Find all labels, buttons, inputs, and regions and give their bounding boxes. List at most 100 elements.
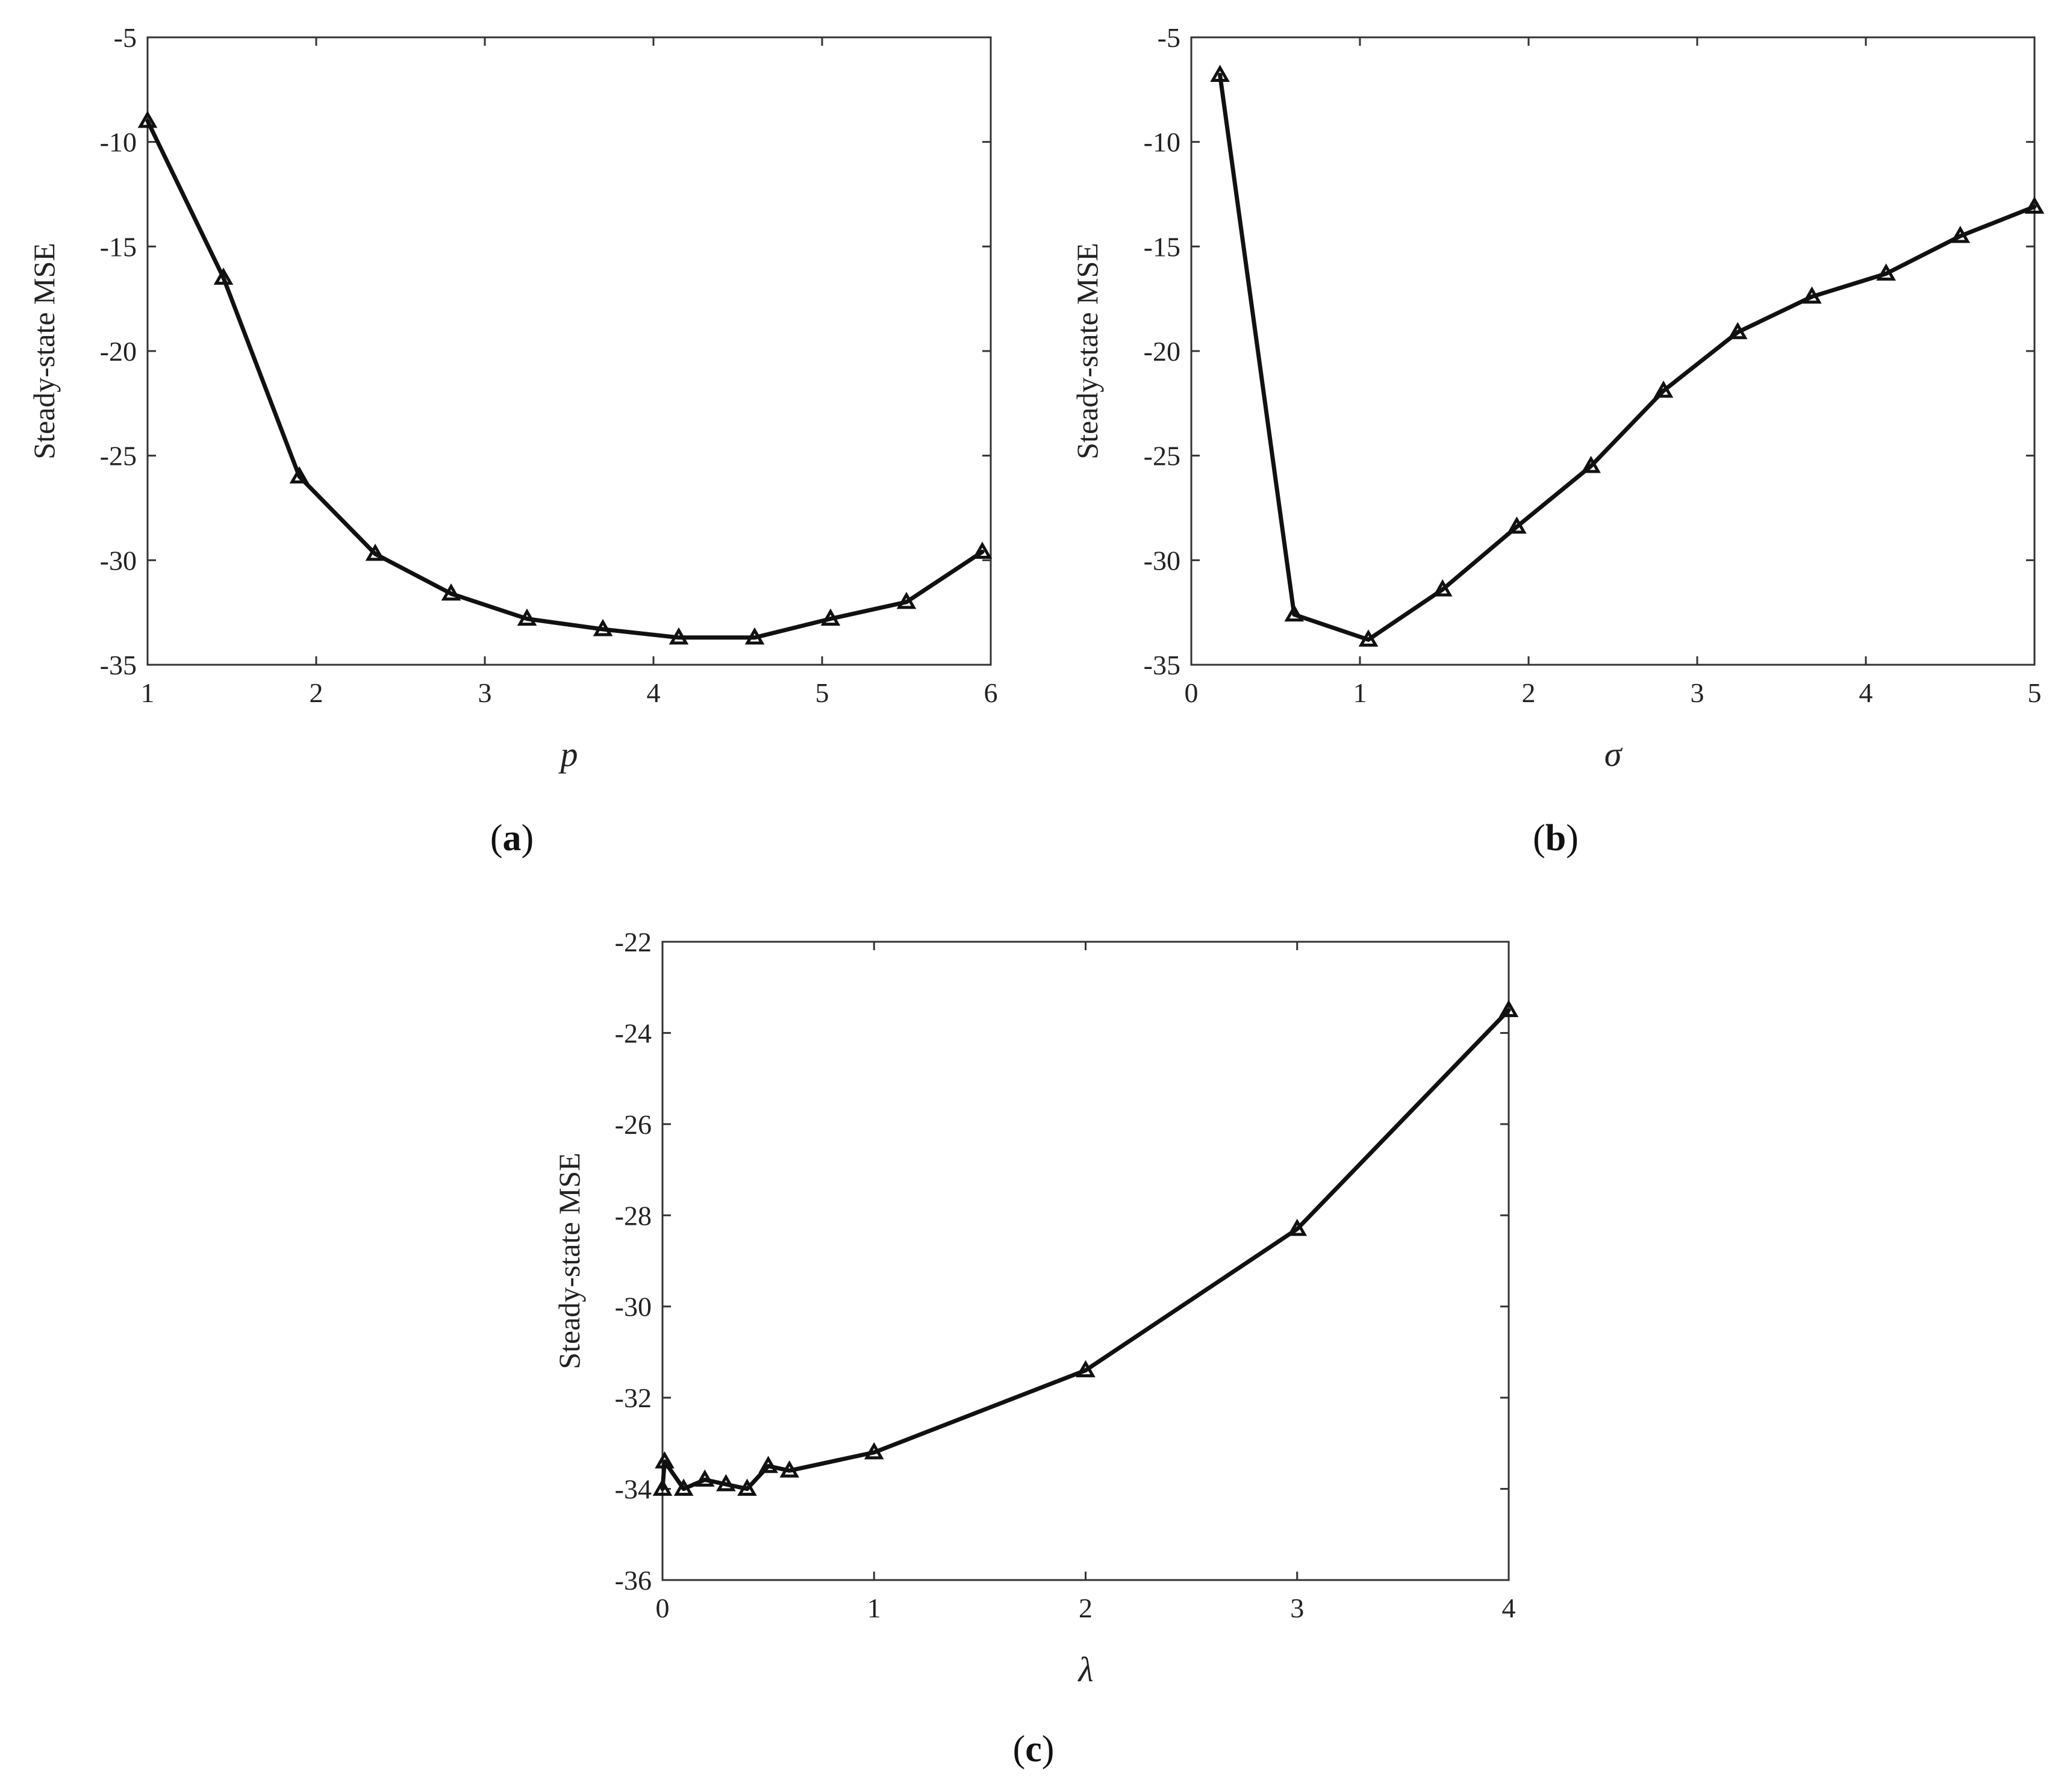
x-tick-label: 1 [867,1593,881,1623]
x-tick-label: 1 [141,677,155,708]
y-tick-label: -26 [615,1109,652,1140]
data-point-marker [365,543,385,561]
x-tick-label: 4 [1859,677,1873,708]
x-tick-label: 1 [1353,677,1367,708]
y-ticks-a: -35 -30 -25 -20 -15 -10 -5 [100,22,991,680]
y-tick-label: -28 [615,1200,652,1231]
y-tick-label: -15 [100,231,137,262]
caption-letter-c: c [1025,1729,1042,1770]
data-point-marker [896,591,917,609]
data-point-marker [655,1451,675,1469]
caption-a: (a) [490,818,534,859]
data-point-marker [1653,380,1674,398]
data-point-marker [758,1455,778,1473]
x-axis-title-c: λ [1077,1650,1093,1689]
data-point-marker [716,1473,736,1492]
series-c [652,1000,1519,1496]
data-point-marker [737,1478,757,1496]
x-ticks-c: 0 1 2 3 4 [656,942,1516,1623]
data-point-marker [1287,1218,1308,1236]
x-tick-label: 0 [656,1593,670,1623]
data-point-marker [1076,1360,1096,1378]
y-tick-label: -20 [1144,336,1180,367]
y-tick-label: -35 [1144,650,1180,680]
data-point-marker [137,110,158,128]
data-point-marker [441,583,461,601]
y-tick-label: -22 [615,927,652,957]
data-point-marker [1210,64,1230,82]
y-tick-label: -32 [615,1383,652,1413]
data-point-marker [593,618,613,636]
x-tick-label: 2 [310,677,323,708]
x-axis-title-b: σ [1604,735,1623,774]
data-point-marker [864,1442,884,1460]
panel-a: -35 -30 -25 -20 -15 -10 -5 1 2 3 4 5 6 Steady-state… [27,22,998,859]
caption-b: (b) [1533,818,1579,859]
x-axis-title-a: p [558,735,578,774]
y-axis-title-c: Steady-state MSE [552,1153,586,1369]
data-point-marker [517,608,537,626]
data-point-marker [694,1469,715,1487]
data-point-marker [652,1478,673,1496]
y-tick-label: -10 [100,127,137,158]
data-point-marker [744,627,765,645]
data-point-marker [1876,263,1896,281]
panel-b: -35 -30 -25 -20 -15 -10 -5 0 1 2 3 4 5 Steady-state… [1070,22,2045,859]
y-tick-label: -25 [1144,441,1180,471]
data-point-marker [779,1460,800,1478]
y-tick-label: -30 [1144,545,1180,576]
y-tick-label: -30 [615,1292,652,1322]
y-tick-label: -35 [100,650,137,680]
x-tick-label: 2 [1522,677,1536,708]
x-tick-label: 6 [984,677,998,708]
data-point-marker [673,1478,694,1496]
caption-c: (c) [1013,1729,1055,1770]
series-b [1210,64,2045,647]
caption-letter-b: b [1545,818,1566,859]
data-point-marker [289,466,310,484]
data-point-marker [972,541,993,559]
data-point-marker [820,608,841,626]
x-ticks-b: 0 1 2 3 4 5 [1185,37,2042,708]
x-tick-label: 0 [1185,677,1199,708]
y-tick-label: -24 [615,1018,652,1048]
x-tick-label: 3 [1691,677,1704,708]
series-line [145,119,985,640]
data-point-marker [1802,286,1822,304]
y-tick-label: -25 [100,441,137,471]
data-point-marker [1358,629,1379,647]
y-tick-label: -34 [615,1474,652,1505]
x-tick-label: 4 [647,677,661,708]
x-tick-label: 3 [478,677,492,708]
y-tick-label: -36 [615,1565,652,1596]
data-point-marker [1507,516,1527,534]
y-tick-label: -20 [100,336,137,367]
y-tick-label: -15 [1144,231,1180,262]
x-tick-label: 5 [2028,677,2042,708]
x-ticks-a: 1 2 3 4 5 6 [141,37,998,708]
data-point-marker [2024,196,2045,214]
x-tick-label: 2 [1079,1593,1093,1623]
data-point-marker [1432,579,1453,597]
y-axis-title-b: Steady-state MSE [1070,243,1104,459]
data-point-marker [669,627,689,645]
data-point-marker [1498,1000,1519,1018]
y-ticks-b: -35 -30 -25 -20 -15 -10 -5 [1144,22,2034,680]
data-point-marker [213,267,234,285]
y-axis-title-a: Steady-state MSE [27,243,61,459]
y-tick-label: -30 [100,545,137,576]
data-point-marker [1950,225,1971,243]
caption-letter-a: a [503,818,522,859]
y-tick-label: -5 [1158,22,1180,53]
x-tick-label: 3 [1290,1593,1304,1623]
x-tick-label: 5 [815,677,829,708]
x-tick-label: 4 [1502,1593,1516,1623]
y-tick-label: -10 [1144,127,1180,158]
data-point-marker [1581,455,1601,473]
data-point-marker [1727,322,1748,340]
data-point-marker [1284,604,1305,622]
panel-c: -36 -34 -32 -30 -28 -26 -24 -22 0 1 2 3 4 Steady-st… [552,927,1519,1770]
series-line [1218,73,2037,642]
